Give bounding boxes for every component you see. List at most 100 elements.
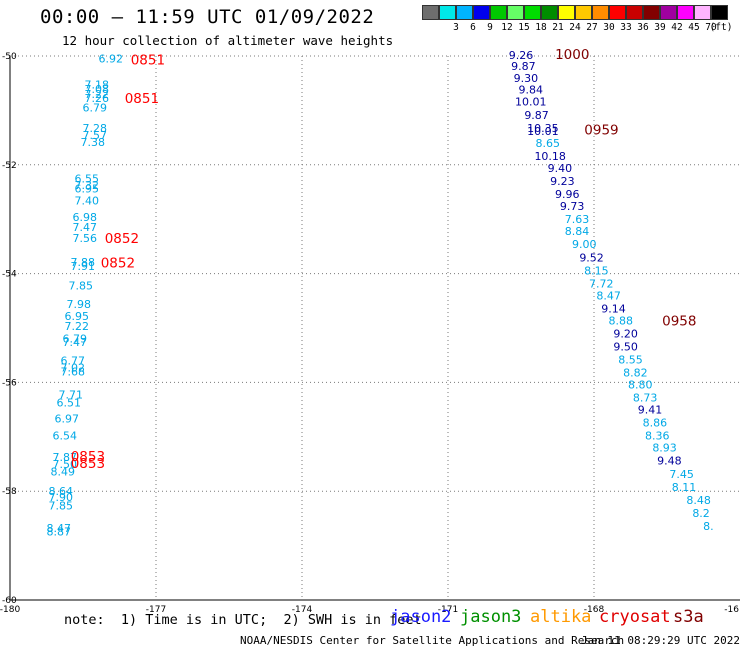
swh-reading: 7.85: [48, 499, 73, 512]
legend-value-label: 42: [671, 22, 683, 33]
legend-swatch: [660, 5, 677, 20]
swh-reading: 8.15: [584, 264, 609, 277]
swh-reading: 7.26: [84, 92, 109, 105]
swh-reading: 6.79: [62, 332, 87, 345]
swh-reading: 8.87: [46, 525, 71, 538]
legend-value-label: 21: [552, 22, 564, 33]
swh-reading: 8.11: [672, 481, 697, 494]
swh-reading: 10.01: [527, 125, 559, 138]
swh-reading: 8.36: [645, 430, 670, 443]
swh-reading: 8.82: [623, 367, 648, 380]
swh-reading: 6.95: [74, 183, 99, 196]
swh-reading: 8.93: [652, 442, 677, 455]
swh-reading: 8.64: [48, 485, 73, 498]
legend-swatch: [711, 5, 728, 20]
swh-reading: 7.08: [84, 83, 109, 96]
swh-reading: 7.47: [72, 221, 97, 234]
swh-reading: 9.23: [550, 175, 575, 188]
pass-time-label: 0851: [131, 52, 165, 68]
swh-reading: 9.20: [613, 327, 638, 340]
legend-value-label: 6: [470, 22, 476, 33]
swh-reading: 7.22: [84, 88, 109, 101]
generation-timestamp: Jan 11 08:29:29 UTC 2022: [581, 634, 740, 647]
swh-reading: 10.35: [527, 122, 559, 135]
swh-reading: 6.77: [60, 355, 85, 368]
swh-reading: 9.87: [511, 60, 536, 73]
x-tick-label: -180: [0, 605, 20, 615]
legend-value-label: 9: [487, 22, 493, 33]
swh-reading: 7.71: [58, 388, 83, 401]
x-tick-label: -174: [292, 605, 313, 615]
y-tick-label: -54: [2, 270, 17, 280]
legend-swatch: [643, 5, 660, 20]
y-tick-label: -50: [2, 52, 17, 62]
legend-swatch: [575, 5, 592, 20]
x-tick-label: -177: [146, 605, 166, 615]
pass-time-label: 0852: [105, 231, 139, 247]
y-tick-label: -52: [2, 161, 17, 171]
swh-reading: 9.40: [548, 162, 573, 175]
swh-reading: 7.28: [82, 122, 107, 135]
swh-reading: 8.49: [50, 466, 75, 479]
swh-reading: 9.96: [555, 188, 580, 201]
swh-reading: 9.50: [613, 340, 638, 353]
legend-value-label: 27: [586, 22, 598, 33]
swh-reading: 8.88: [609, 314, 634, 327]
swh-reading: 7.40: [74, 195, 99, 208]
legend-swatch: [490, 5, 507, 20]
pass-time-label: 0851: [125, 91, 159, 107]
swh-reading: 6.51: [56, 397, 81, 410]
legend-swatch: [422, 5, 439, 20]
swh-reading: 8.48: [686, 494, 711, 507]
swh-reading: 9.84: [518, 84, 543, 97]
swh-reading: 8.47: [596, 289, 621, 302]
map-subtitle: 12 hour collection of altimeter wave hei…: [62, 33, 394, 48]
swh-reading: 7.38: [80, 136, 105, 149]
y-tick-label: -60: [2, 596, 17, 606]
y-tick-label: -56: [2, 378, 17, 388]
swh-reading: 8.86: [643, 417, 668, 430]
swh-reading: 10.18: [534, 150, 566, 163]
legend-value-label: 15: [518, 22, 530, 33]
swh-reading: 6.55: [74, 172, 99, 185]
credit-line: NOAA/NESDIS Center for Satellite Applica…: [240, 634, 625, 647]
swh-reading: 7.88: [70, 256, 95, 269]
x-tick-label: -168: [584, 605, 605, 615]
swh-reading: 7.02: [60, 362, 85, 375]
swh-reading: 7.18: [84, 78, 109, 91]
swh-reading: 7.56: [72, 232, 97, 245]
swh-reading: 8.55: [618, 354, 643, 367]
swh-reading: 7.68: [60, 366, 85, 379]
swh-reading: 7.47: [62, 336, 87, 349]
legend-value-label: 30: [603, 22, 615, 33]
swh-reading: 8.73: [633, 392, 658, 405]
legend-swatch: [473, 5, 490, 20]
pass-time-label: 0853: [71, 456, 105, 472]
swh-reading: 9.48: [657, 455, 682, 468]
pass-time-label: 1000: [555, 47, 589, 63]
swh-reading: 8.84: [565, 225, 590, 238]
footer-note: note: 1) Time is in UTC; 2) SWH is in fe…: [64, 612, 422, 628]
legend-value-label: 18: [535, 22, 547, 33]
swh-reading: 8.80: [628, 379, 653, 392]
swh-reading: 7.72: [589, 277, 614, 290]
pass-time-label: 0853: [71, 449, 105, 465]
satellite-label-cryosat: cryosat: [599, 607, 671, 627]
swh-reading: 9.30: [514, 72, 539, 85]
swh-reading: 7.90: [48, 491, 73, 504]
swh-reading: 7.91: [70, 260, 95, 273]
legend-swatch: [558, 5, 575, 20]
satellite-label-jason2: jason2: [390, 607, 452, 627]
x-tick-label: -16: [724, 605, 739, 615]
legend-swatch: [694, 5, 711, 20]
legend-value-label: 33: [620, 22, 632, 33]
legend-swatch: [609, 5, 626, 20]
y-tick-label: -58: [2, 487, 17, 497]
pass-time-label: 0959: [584, 122, 618, 138]
pass-time-label: 0852: [101, 256, 135, 272]
swh-reading: 8.65: [536, 137, 561, 150]
legend-swatch: [507, 5, 524, 20]
swh-reading: 6.97: [54, 412, 79, 425]
legend-value-label: 12: [501, 22, 513, 33]
swh-reading: 8.47: [46, 522, 71, 535]
